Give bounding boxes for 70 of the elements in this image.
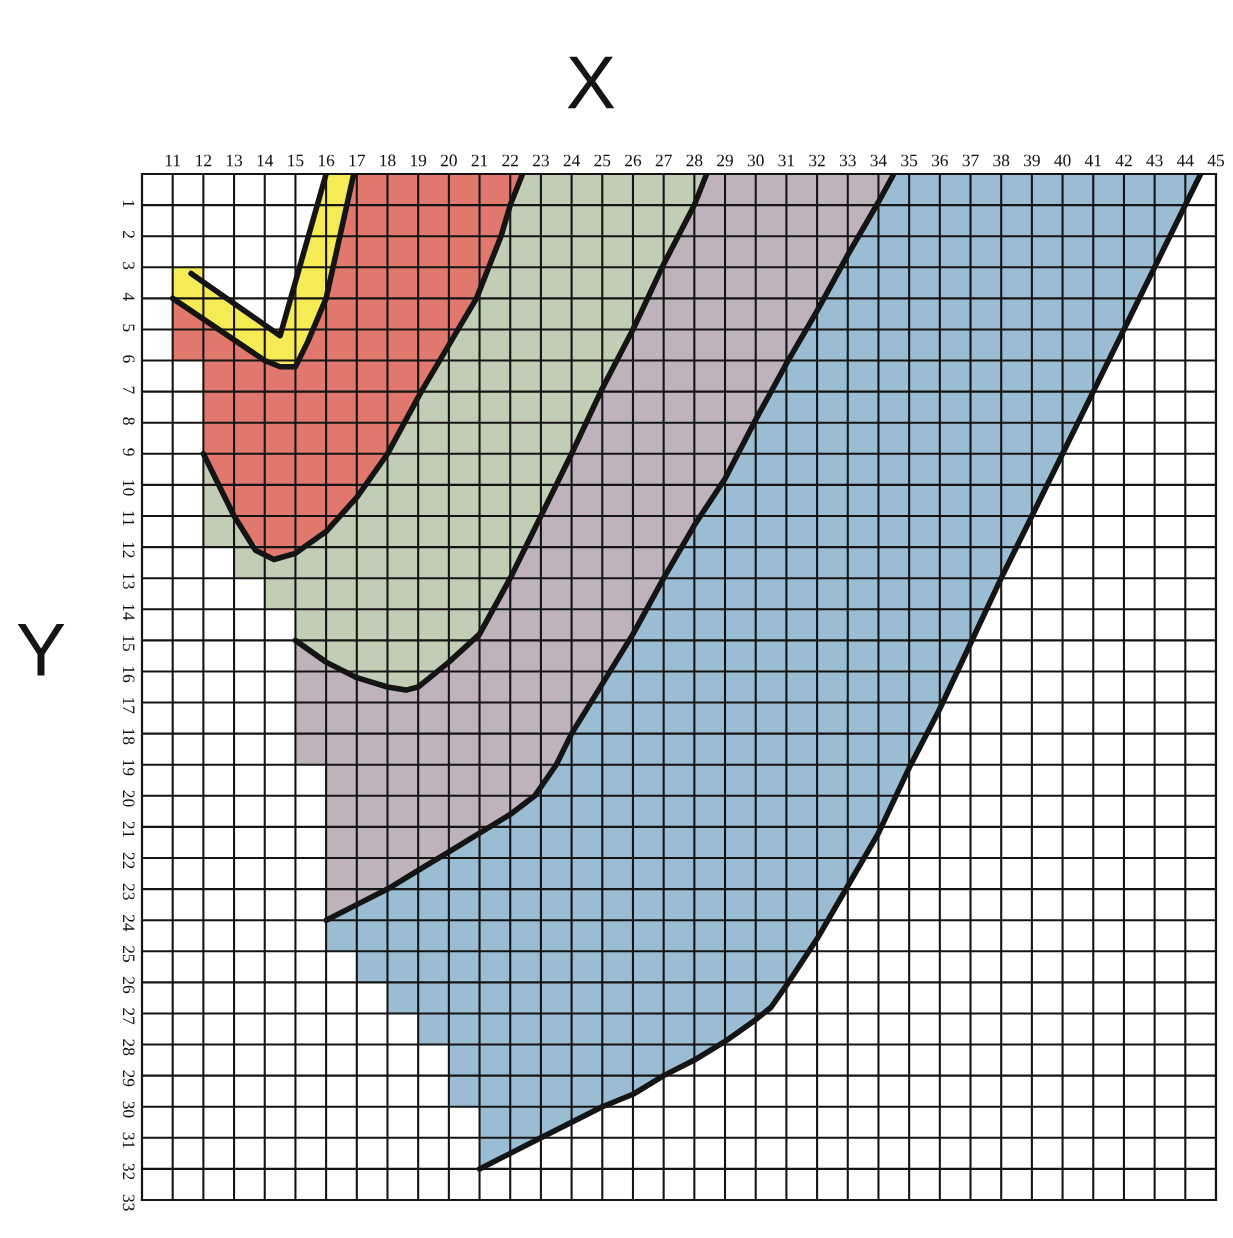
y-tick-label: 9: [122, 448, 135, 456]
y-tick-label: 33: [122, 1194, 135, 1211]
y-tick-label: 26: [122, 977, 135, 994]
x-tick-label: 41: [1084, 154, 1101, 167]
y-tick-label: 8: [122, 417, 135, 425]
x-tick-label: 22: [502, 154, 518, 167]
y-tick-label: 15: [122, 635, 135, 652]
x-tick-label: 39: [1024, 154, 1040, 167]
y-tick-label: 28: [122, 1039, 135, 1056]
x-tick-label: 16: [318, 154, 335, 167]
y-tick-label: 5: [122, 324, 135, 332]
x-tick-label: 37: [962, 154, 979, 167]
y-tick-label: 29: [122, 1070, 135, 1087]
x-tick-label: 44: [1176, 154, 1194, 167]
x-tick-label: 23: [533, 154, 549, 167]
y-tick-label: 2: [123, 230, 135, 238]
y-tick-label: 6: [122, 355, 135, 363]
x-tick-label: 15: [288, 154, 304, 167]
y-tick-label: 16: [122, 666, 135, 683]
x-tick-label: 43: [1146, 154, 1163, 167]
x-tick-label: 35: [901, 154, 918, 167]
y-tick-label: 25: [122, 946, 135, 962]
y-tick-label: 20: [122, 790, 135, 807]
y-axis-title: Y: [17, 624, 65, 676]
x-tick-label: 34: [870, 154, 887, 167]
y-tick-label: 30: [122, 1101, 135, 1118]
x-tick-label: 24: [563, 154, 581, 167]
x-tick-label: 19: [411, 154, 427, 167]
y-tick-label: 11: [123, 511, 135, 526]
x-tick-label: 26: [625, 154, 642, 167]
y-tick-label: 10: [122, 480, 135, 496]
y-tick-label: 4: [123, 292, 135, 301]
x-tick-label: 13: [226, 154, 243, 167]
y-tick-label: 7: [123, 386, 135, 394]
y-tick-label: 13: [122, 573, 135, 589]
y-tick-label: 22: [123, 852, 135, 869]
x-tick-label: 40: [1054, 154, 1071, 167]
x-axis-title: X: [567, 56, 615, 109]
x-tick-label: 33: [839, 154, 856, 167]
x-tick-label: 45: [1207, 154, 1224, 167]
x-tick-label: 31: [778, 154, 795, 167]
y-tick-label: 23: [122, 883, 135, 900]
x-tick-label: 32: [809, 154, 825, 167]
x-tick-label: 20: [440, 154, 457, 167]
y-tick-label: 14: [123, 604, 135, 621]
y-tick-label: 21: [123, 821, 135, 838]
x-tick-label: 42: [1115, 154, 1132, 167]
y-tick-label: 27: [123, 1008, 135, 1025]
y-tick-label: 17: [123, 698, 135, 714]
x-tick-label: 14: [257, 154, 274, 167]
x-tick-label: 28: [686, 154, 703, 167]
x-tick-label: 29: [717, 154, 733, 167]
y-tick-label: 19: [122, 760, 135, 776]
x-tick-label: 27: [655, 154, 672, 167]
y-tick-label: 18: [122, 729, 135, 745]
y-tick-label: 1: [123, 200, 135, 207]
x-tick-label: 36: [931, 154, 948, 167]
y-tick-label: 3: [122, 262, 135, 270]
x-tick-label: 21: [471, 154, 488, 167]
x-tick-label: 18: [380, 154, 396, 167]
y-tick-label: 24: [123, 914, 135, 932]
y-tick-label: 12: [123, 542, 135, 558]
x-tick-label: 30: [747, 154, 764, 167]
x-tick-label: 11: [165, 154, 180, 167]
y-tick-label: 31: [122, 1132, 135, 1149]
x-tick-label: 17: [349, 154, 365, 167]
y-tick-label: 32: [122, 1163, 135, 1180]
x-tick-label: 38: [993, 154, 1010, 167]
x-tick-label: 25: [594, 154, 611, 167]
x-tick-label: 12: [196, 154, 212, 167]
